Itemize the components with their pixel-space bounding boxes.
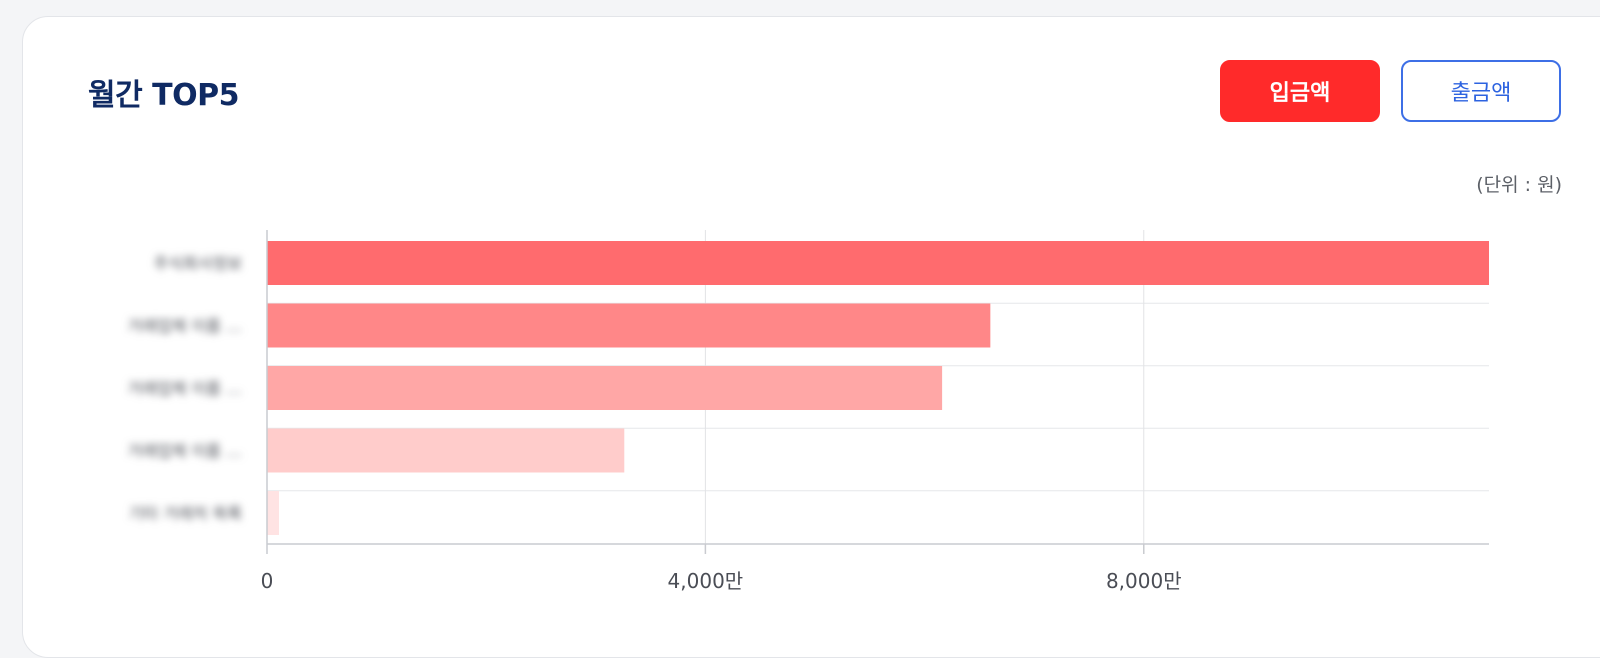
category-label: 거래업체 이름 … [128, 379, 243, 398]
withdrawal-button[interactable]: 출금액 [1401, 60, 1561, 122]
category-label: 거래업체 이름 … [128, 442, 243, 461]
x-tick-label: 0 [261, 569, 274, 593]
bar [267, 241, 1489, 285]
bar [267, 491, 279, 535]
unit-note: (단위 : 원) [1476, 174, 1562, 196]
category-label: 기타 거래처 목록 [129, 504, 242, 523]
x-tick-label: 8,000만 [1106, 569, 1182, 593]
category-label: 거래업체 이름 … [128, 317, 243, 336]
card-title: 월간 TOP5 [88, 78, 239, 113]
x-tick-label: 4,000만 [668, 569, 744, 593]
bar [267, 366, 943, 410]
bar [267, 428, 625, 473]
deposit-button[interactable]: 입금액 [1220, 60, 1380, 122]
bar [267, 303, 991, 348]
category-label: 주식회사정보 [154, 254, 242, 273]
